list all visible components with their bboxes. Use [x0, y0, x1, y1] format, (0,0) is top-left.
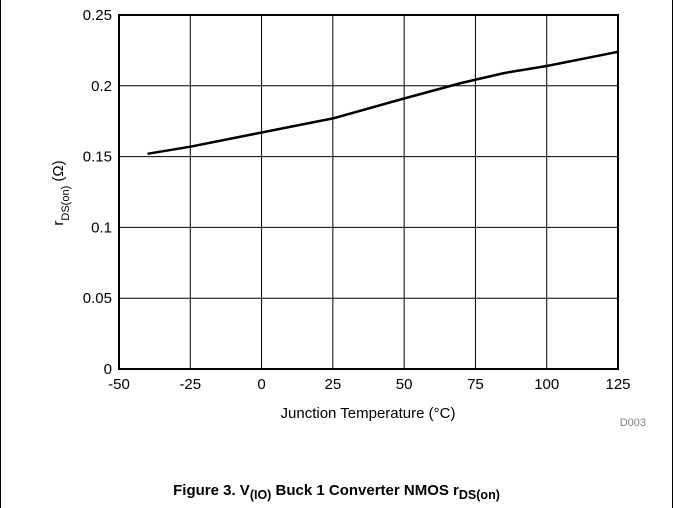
frame-left-border [0, 0, 1, 508]
caption-prefix: Figure 3. V [173, 482, 250, 499]
series-line [147, 50, 619, 156]
y-tick-label: 0.25 [83, 7, 112, 24]
x-tick-label: -25 [179, 376, 201, 393]
figure-caption: Figure 3. V(IO) Buck 1 Converter NMOS rD… [0, 482, 673, 502]
grid [118, 14, 619, 370]
caption-sub-dson: DS(on) [458, 488, 500, 502]
x-tick-label: 25 [325, 376, 342, 393]
y-tick-label: 0.1 [91, 219, 112, 236]
x-tick-labels: -50 -25 0 25 50 75 100 125 [108, 376, 630, 393]
x-axis-label: Junction Temperature (°C) [281, 405, 456, 422]
x-tick-label: -50 [108, 376, 130, 393]
plot-border [118, 14, 619, 370]
x-tick-label: 125 [605, 376, 630, 393]
y-tick-labels: 0 0.05 0.1 0.15 0.2 0.25 [83, 7, 112, 378]
y-tick-label: 0.05 [83, 290, 112, 307]
x-tick-label: 0 [257, 376, 265, 393]
y-axis-label: rDS(on) (Ω) [50, 160, 72, 225]
chart: -50 -25 0 25 50 75 100 125 00.050.10.150.20.25 … [50, 7, 646, 429]
y-axis-label-unit: (Ω) [50, 160, 67, 185]
y-tick-label: 0 [104, 361, 112, 378]
x-tick-label: 75 [467, 376, 484, 393]
figure-code: D003 [620, 417, 646, 429]
x-tick-label: 100 [534, 376, 559, 393]
x-tick-label: 50 [396, 376, 413, 393]
plot-area [118, 14, 619, 370]
y-axis-label-sub: DS(on) [60, 186, 72, 221]
caption-sub-io: (IO) [249, 488, 272, 502]
y-tick-label: 0.15 [83, 149, 112, 166]
y-axis-label-base: r [50, 221, 67, 226]
y-tick-label: 0.2 [91, 78, 112, 95]
caption-middle: Buck 1 Converter NMOS r [271, 482, 459, 499]
